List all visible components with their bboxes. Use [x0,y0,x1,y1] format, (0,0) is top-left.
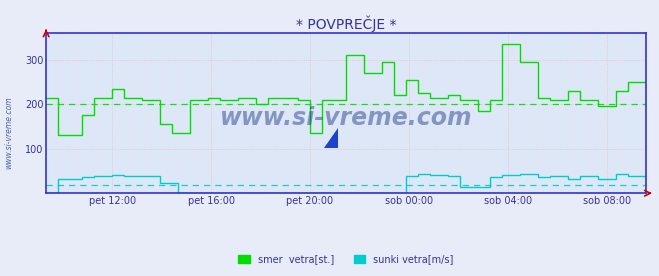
Text: www.si-vreme.com: www.si-vreme.com [219,106,473,130]
Title: * POVPREČJE *: * POVPREČJE * [296,15,396,32]
Legend: smer  vetra[st.], sunki vetra[m/s]: smer vetra[st.], sunki vetra[m/s] [235,251,457,268]
Text: www.si-vreme.com: www.si-vreme.com [4,96,13,169]
